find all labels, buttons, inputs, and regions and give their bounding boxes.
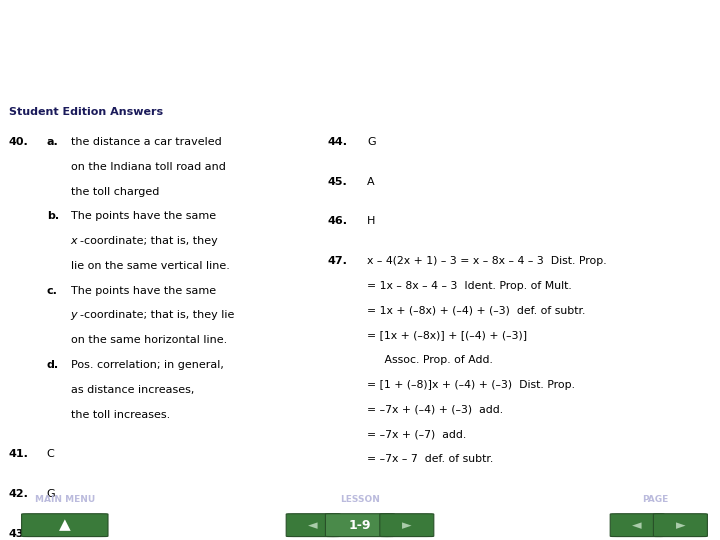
Text: x: x — [71, 236, 77, 246]
Text: G: G — [367, 137, 376, 147]
FancyBboxPatch shape — [380, 514, 433, 537]
Text: as distance increases,: as distance increases, — [71, 385, 194, 395]
Text: The points have the same: The points have the same — [71, 211, 216, 221]
Text: y: y — [71, 310, 77, 320]
Text: 43.: 43. — [9, 529, 28, 538]
Text: lie on the same vertical line.: lie on the same vertical line. — [71, 261, 230, 271]
Text: = –7x + (–4) + (–3)  add.: = –7x + (–4) + (–3) add. — [367, 404, 503, 415]
Text: ALGEBRA 1  LESSON 1-9: ALGEBRA 1 LESSON 1-9 — [11, 73, 120, 83]
Text: Pos. correlation; in general,: Pos. correlation; in general, — [71, 360, 223, 370]
Text: a.: a. — [47, 137, 58, 147]
Text: ►: ► — [675, 518, 685, 532]
Text: 45.: 45. — [328, 177, 347, 187]
Text: = –7x – 7  def. of subtr.: = –7x – 7 def. of subtr. — [367, 454, 493, 464]
Text: A: A — [367, 177, 375, 187]
FancyBboxPatch shape — [611, 514, 665, 537]
Text: ►: ► — [402, 518, 412, 532]
FancyBboxPatch shape — [654, 514, 707, 537]
Text: -coordinate; that is, they lie: -coordinate; that is, they lie — [80, 310, 234, 320]
Text: = 1x + (–8x) + (–4) + (–3)  def. of subtr.: = 1x + (–8x) + (–4) + (–3) def. of subtr… — [367, 306, 585, 315]
Text: the toll increases.: the toll increases. — [71, 410, 170, 420]
Text: 44.: 44. — [328, 137, 348, 147]
Text: 46.: 46. — [328, 217, 348, 226]
Text: = [1x + (–8x)] + [(–4) + (–3)]: = [1x + (–8x)] + [(–4) + (–3)] — [367, 330, 527, 340]
Text: = 1x – 8x – 4 – 3  Ident. Prop. of Mult.: = 1x – 8x – 4 – 3 Ident. Prop. of Mult. — [367, 281, 572, 291]
Text: ▲: ▲ — [59, 518, 71, 532]
Text: LESSON: LESSON — [340, 495, 380, 504]
Text: b.: b. — [47, 211, 59, 221]
Text: the toll charged: the toll charged — [71, 186, 159, 197]
Text: x – 4(2x + 1) – 3 = x – 8x – 4 – 3  Dist. Prop.: x – 4(2x + 1) – 3 = x – 8x – 4 – 3 Dist.… — [367, 256, 607, 266]
FancyBboxPatch shape — [22, 514, 108, 537]
Text: on the Indiana toll road and: on the Indiana toll road and — [71, 162, 225, 172]
Text: The points have the same: The points have the same — [71, 286, 216, 296]
Text: H: H — [367, 217, 376, 226]
Text: Student Edition Answers: Student Edition Answers — [9, 107, 163, 117]
Text: d.: d. — [47, 360, 59, 370]
Text: 42.: 42. — [9, 489, 29, 499]
Text: 40.: 40. — [9, 137, 28, 147]
Text: ◄: ◄ — [632, 518, 642, 532]
Text: c.: c. — [47, 286, 58, 296]
Text: = –7x + (–7)  add.: = –7x + (–7) add. — [367, 429, 467, 440]
Text: Prentice: Prentice — [642, 48, 679, 56]
Text: ◄: ◄ — [308, 518, 318, 532]
Text: on the same horizontal line.: on the same horizontal line. — [71, 335, 227, 345]
Text: PAGE: PAGE — [642, 495, 668, 504]
Text: G: G — [47, 489, 55, 499]
Text: the distance a car traveled: the distance a car traveled — [71, 137, 221, 147]
Text: PEARSON: PEARSON — [636, 24, 685, 32]
FancyBboxPatch shape — [287, 514, 340, 537]
Text: MAIN MENU: MAIN MENU — [35, 495, 95, 504]
FancyBboxPatch shape — [325, 514, 395, 537]
Text: D: D — [47, 529, 55, 538]
Text: = [1 + (–8)]x + (–4) + (–3)  Dist. Prop.: = [1 + (–8)]x + (–4) + (–3) Dist. Prop. — [367, 380, 575, 390]
Text: 47.: 47. — [328, 256, 348, 266]
Text: C: C — [47, 449, 55, 459]
Text: 1-9: 1-9 — [348, 518, 372, 532]
Text: Graphing Data on the Coordinate Plane: Graphing Data on the Coordinate Plane — [11, 19, 409, 37]
Text: -coordinate; that is, they: -coordinate; that is, they — [80, 236, 217, 246]
Text: Hall: Hall — [652, 71, 669, 80]
Text: Assoc. Prop. of Add.: Assoc. Prop. of Add. — [367, 355, 493, 365]
Text: 41.: 41. — [9, 449, 29, 459]
